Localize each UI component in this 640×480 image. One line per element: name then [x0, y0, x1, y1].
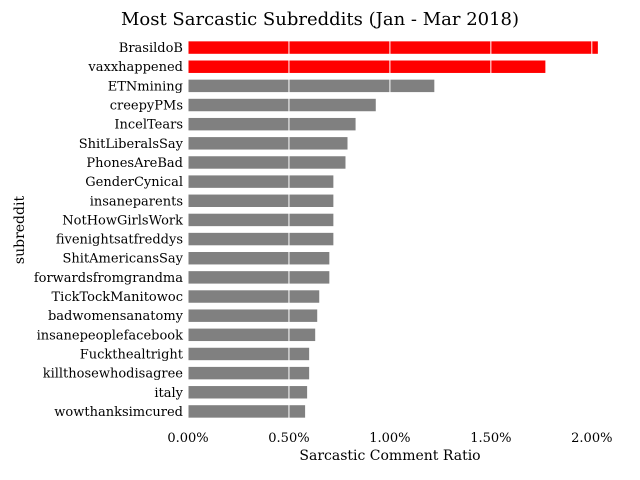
- y-tick-label: TickTockManitowoc: [51, 290, 183, 305]
- bar-ShitAmericansSay: [188, 252, 330, 265]
- bar-badwomensanatomy: [188, 309, 318, 322]
- y-tick-label: badwomensanatomy: [48, 309, 184, 324]
- y-tick-label: ETNmining: [108, 79, 183, 94]
- grid-layer: [187, 38, 593, 421]
- y-tick-label: italy: [154, 386, 183, 401]
- y-tick-label: killthosewhodisagree: [43, 367, 184, 382]
- bar-vaxxhappened: [188, 60, 546, 73]
- bar-NotHowGirlsWork: [188, 213, 334, 227]
- bar-GenderCynical: [188, 175, 334, 188]
- y-tick-label: IncelTears: [114, 118, 183, 133]
- bar-BrasildoB: [188, 41, 598, 54]
- x-tick-labels: 0.00% 0.50% 1.00% 1.50% 2.00%: [167, 431, 612, 446]
- y-tick-label: creepyPMs: [110, 99, 183, 114]
- bar-ShitLiberalsSay: [188, 137, 348, 150]
- x-tick-label: 2.00%: [571, 431, 612, 446]
- bar-fivenightsatfreddys: [188, 232, 334, 246]
- y-tick-label: NotHowGirlsWork: [62, 213, 183, 228]
- chart-title: Most Sarcastic Subreddits (Jan - Mar 201…: [121, 9, 519, 30]
- y-category-labels: BrasildoB vaxxhappened ETNmining creepyPMs I…: [34, 41, 184, 420]
- y-tick-label: GenderCynical: [85, 175, 183, 190]
- bar-italy: [188, 386, 308, 399]
- y-tick-label: Fuckthealtright: [80, 347, 184, 362]
- bar-insaneparents: [188, 194, 334, 207]
- y-tick-label: fivenightsatfreddys: [56, 233, 183, 248]
- bar-killthosewhodisagree: [188, 366, 310, 380]
- y-tick-label: PhonesAreBad: [86, 156, 183, 171]
- y-tick-label: wowthanksimcured: [54, 405, 183, 420]
- bar-ETNmining: [188, 79, 435, 93]
- bar-forwardsfromgrandma: [188, 271, 330, 284]
- bar-wowthanksimcured: [188, 405, 306, 418]
- y-tick-label: insanepeoplefacebook: [37, 328, 184, 343]
- bar-TickTockManitowoc: [188, 290, 320, 303]
- bar-insanepeoplefacebook: [188, 328, 316, 342]
- x-tick-label: 1.00%: [369, 431, 410, 446]
- y-tick-label: ShitAmericansSay: [62, 252, 183, 267]
- bar-IncelTears: [188, 117, 356, 131]
- bar-PhonesAreBad: [188, 156, 346, 169]
- x-axis-label: Sarcastic Comment Ratio: [299, 448, 480, 464]
- y-tick-label: ShitLiberalsSay: [79, 137, 184, 152]
- y-tick-label: insaneparents: [90, 194, 183, 209]
- x-tick-label: 1.50%: [470, 431, 511, 446]
- bar-creepyPMs: [188, 98, 376, 112]
- x-tick-label: 0.50%: [268, 431, 309, 446]
- y-axis-label: subreddit: [12, 196, 28, 265]
- bar-Fuckthealtright: [188, 347, 310, 361]
- x-tick-label: 0.00%: [167, 431, 208, 446]
- y-tick-label: vaxxhappened: [87, 60, 183, 75]
- bars-layer: [188, 41, 598, 418]
- y-tick-label: BrasildoB: [119, 41, 183, 56]
- y-tick-label: forwardsfromgrandma: [34, 271, 183, 286]
